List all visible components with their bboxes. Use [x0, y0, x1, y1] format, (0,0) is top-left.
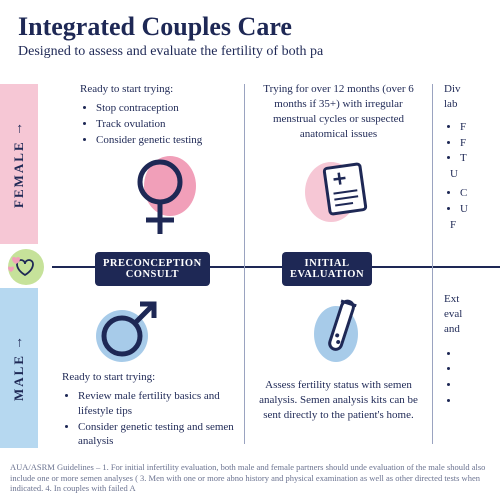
- female-preconception-text: Ready to start trying: Stop contraceptio…: [80, 82, 235, 148]
- male-preconception-text: Ready to start trying: Review male ferti…: [62, 370, 234, 450]
- male-initial-text: Assess fertility status with semen analy…: [256, 378, 421, 423]
- female-label: FEMALE →: [0, 84, 38, 244]
- female-col3-text: Div lab FFT U CU F: [444, 82, 500, 233]
- stage-preconception: PRECONCEPTION CONSULT: [95, 252, 210, 286]
- couple-hearts-icon: [5, 246, 47, 288]
- clipboard-icon: [303, 152, 373, 232]
- female-preconception-list: Stop contraception Track ovulation Consi…: [96, 101, 235, 148]
- male-symbol-icon: [90, 288, 170, 368]
- diagram-area: FEMALE → MALE → PRECONCEPTION CONSULT IN…: [0, 74, 500, 454]
- column-divider-2: [432, 84, 433, 444]
- page-title: Integrated Couples Care: [0, 0, 500, 42]
- arrow-down-icon: →: [11, 120, 27, 136]
- arrow-up-icon: →: [11, 335, 27, 351]
- label-text: MALE: [11, 355, 27, 402]
- male-col3-text: Ext eval and: [444, 292, 500, 410]
- test-tube-icon: [312, 292, 368, 368]
- label-text: FEMALE: [11, 140, 27, 208]
- female-initial-text: Trying for over 12 months (over 6 months…: [256, 82, 421, 141]
- male-label: MALE →: [0, 288, 38, 448]
- page-subtitle: Designed to assess and evaluate the fert…: [0, 42, 500, 60]
- guidelines-footnote: AUA/ASRM Guidelines – 1. For initial inf…: [10, 462, 500, 494]
- stage-initial-eval: INITIAL EVALUATION: [282, 252, 372, 286]
- female-symbol-icon: [130, 156, 200, 246]
- male-preconception-list: Review male fertility basics and lifesty…: [78, 389, 234, 449]
- column-divider-1: [244, 84, 245, 444]
